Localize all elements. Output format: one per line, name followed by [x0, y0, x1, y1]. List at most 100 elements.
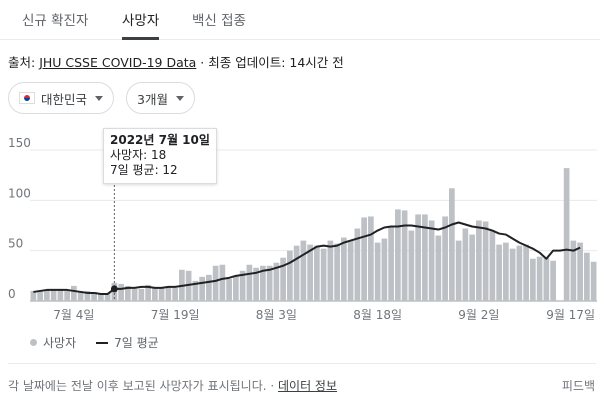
bar[interactable]	[192, 280, 199, 301]
bar[interactable]	[273, 262, 280, 301]
bar[interactable]	[482, 221, 489, 301]
bar[interactable]	[71, 285, 77, 301]
bar[interactable]	[374, 242, 381, 301]
bar[interactable]	[165, 286, 172, 301]
bar[interactable]	[584, 252, 590, 301]
bar[interactable]	[435, 235, 442, 301]
bar[interactable]	[563, 168, 570, 301]
feedback-link[interactable]: 피드백	[561, 379, 595, 393]
bar[interactable]	[233, 275, 239, 301]
bar[interactable]	[395, 209, 401, 301]
bar[interactable]	[280, 257, 286, 301]
bar[interactable]	[347, 240, 354, 301]
bar[interactable]	[476, 220, 482, 301]
bar[interactable]	[462, 228, 469, 301]
bar[interactable]	[469, 234, 475, 301]
bar[interactable]	[523, 244, 529, 301]
bar[interactable]	[536, 256, 543, 301]
bar[interactable]	[118, 283, 124, 301]
bar[interactable]	[246, 264, 253, 301]
y-tick-label: 100	[8, 186, 31, 200]
bar[interactable]	[570, 240, 577, 301]
bar[interactable]	[408, 230, 415, 301]
bar[interactable]	[314, 245, 320, 301]
x-tick-label: 8월 3일	[256, 308, 297, 322]
bar[interactable]	[341, 237, 347, 301]
bar[interactable]	[30, 290, 37, 301]
bar[interactable]	[57, 288, 64, 301]
source-link[interactable]: JHU CSSE COVID-19 Data	[39, 55, 197, 70]
bar[interactable]	[503, 242, 509, 301]
bar[interactable]	[455, 240, 462, 301]
bar[interactable]	[415, 214, 421, 301]
bar[interactable]	[91, 291, 97, 301]
bar[interactable]	[381, 238, 388, 301]
bar[interactable]	[368, 216, 374, 301]
bar[interactable]	[260, 265, 266, 301]
bar[interactable]	[388, 227, 394, 301]
bar[interactable]	[239, 270, 246, 301]
bar[interactable]	[543, 257, 550, 301]
bar[interactable]	[50, 288, 57, 301]
bar[interactable]	[44, 289, 50, 301]
bar[interactable]	[253, 267, 259, 301]
bar[interactable]	[449, 188, 455, 301]
bar[interactable]	[327, 240, 334, 301]
bar[interactable]	[125, 285, 131, 301]
tooltip-date: 2022년 7월 10일	[110, 133, 210, 147]
bar[interactable]	[320, 248, 327, 301]
bar[interactable]	[354, 228, 361, 301]
bar[interactable]	[266, 265, 273, 301]
bar[interactable]	[145, 284, 151, 301]
bar[interactable]	[77, 290, 84, 301]
bar[interactable]	[401, 210, 408, 301]
bar[interactable]	[199, 276, 205, 301]
bar[interactable]	[138, 288, 145, 301]
region-select[interactable]: 대한민국	[8, 82, 115, 114]
bar[interactable]	[84, 290, 91, 301]
hover-point	[110, 285, 118, 293]
bar[interactable]	[98, 293, 104, 301]
bar[interactable]	[152, 286, 158, 301]
bar[interactable]	[442, 216, 448, 301]
bar[interactable]	[104, 292, 111, 301]
average-line	[33, 221, 581, 295]
bar[interactable]	[300, 240, 307, 301]
bar[interactable]	[158, 287, 165, 301]
line-legend-marker	[96, 341, 109, 344]
bar[interactable]	[530, 258, 536, 301]
bar[interactable]	[206, 274, 212, 301]
bar[interactable]	[307, 244, 313, 301]
bar[interactable]	[212, 265, 219, 301]
bar[interactable]	[37, 290, 43, 301]
footer-divider	[8, 363, 596, 364]
tab-vaccination[interactable]: 백신 접종	[192, 13, 246, 29]
bar[interactable]	[496, 244, 502, 301]
bar[interactable]	[577, 242, 583, 301]
deaths-chart[interactable]: 0 50 100 150 7월 4일 7월 19일 8월 3일 8월 18일 9월 2일 9월 1…	[0, 125, 615, 325]
bar-legend-marker	[30, 339, 37, 346]
bar[interactable]	[131, 288, 138, 301]
y-tick-label: 150	[8, 136, 31, 150]
bar[interactable]	[172, 287, 178, 301]
data-info-link[interactable]: 데이터 정보	[278, 379, 338, 393]
bar[interactable]	[516, 245, 523, 301]
legend-bars-label: 사망자	[43, 336, 77, 350]
tab-deaths[interactable]: 사망자	[122, 9, 160, 40]
bar[interactable]	[428, 220, 435, 301]
bar[interactable]	[287, 250, 293, 301]
bar[interactable]	[489, 230, 496, 301]
bar[interactable]	[64, 290, 70, 301]
bar[interactable]	[219, 264, 226, 301]
legend-line-label: 7일 평균	[114, 336, 159, 350]
bar[interactable]	[509, 248, 516, 301]
bar[interactable]	[226, 278, 232, 301]
bar[interactable]	[590, 261, 597, 301]
tab-new-cases[interactable]: 신규 확진자	[22, 13, 89, 29]
bar[interactable]	[293, 245, 300, 301]
bar[interactable]	[361, 217, 367, 301]
bar[interactable]	[334, 243, 340, 301]
bar[interactable]	[422, 214, 428, 301]
range-select[interactable]: 3개월	[126, 82, 195, 114]
bar[interactable]	[550, 260, 556, 301]
